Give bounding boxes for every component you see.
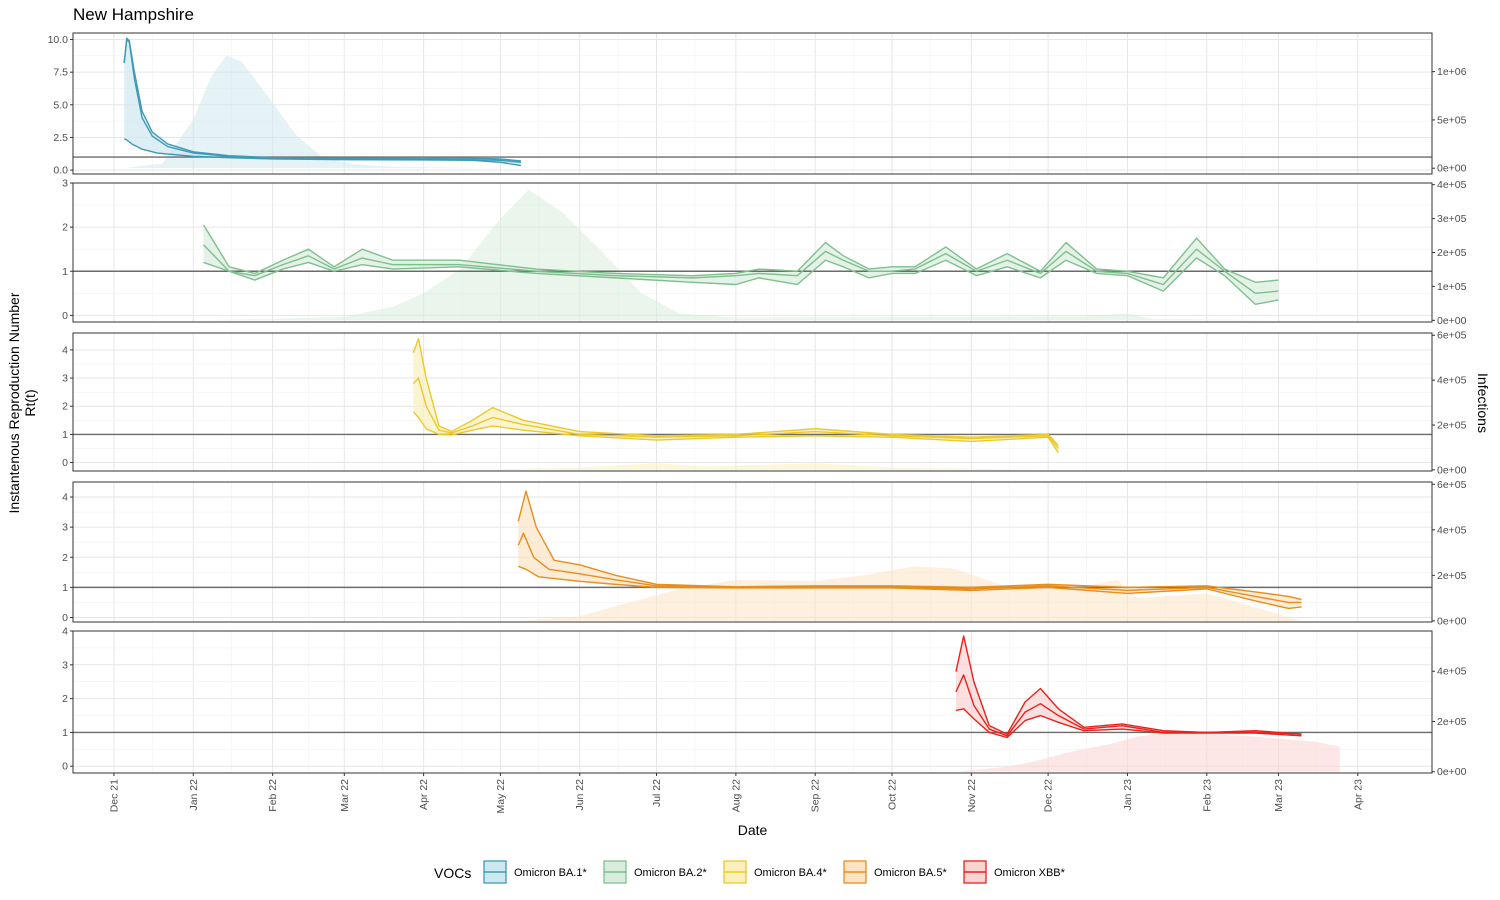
legend-title: VOCs xyxy=(434,865,471,881)
y2-tick-label: 2e+05 xyxy=(1437,420,1467,432)
infections-area-3 xyxy=(413,463,1059,470)
y-tick-label: 0.0 xyxy=(53,165,68,177)
y-tick-label: 2.5 xyxy=(53,132,68,144)
infections-area-2 xyxy=(203,189,1279,321)
y2-tick-label: 0e+00 xyxy=(1437,163,1467,175)
y-tick-label: 3 xyxy=(62,522,68,534)
x-tick-label: Apr 22 xyxy=(418,779,430,810)
y2-tick-label: 0e+00 xyxy=(1437,464,1467,476)
infections-area-1 xyxy=(124,55,521,169)
x-tick-label: Dec 21 xyxy=(108,779,120,812)
y2-tick-label: 0e+00 xyxy=(1437,766,1467,778)
y2-axis-title: Infections xyxy=(1475,373,1491,433)
rt-lower-line-5 xyxy=(955,708,1302,739)
x-tick-label: Oct 22 xyxy=(886,779,898,810)
x-tick-label: Feb 22 xyxy=(267,779,279,812)
legend-label: Omicron BA.1* xyxy=(514,867,587,879)
y2-tick-label: 1e+05 xyxy=(1437,281,1467,293)
rt-median-line-2 xyxy=(203,244,1279,295)
infections-area-4 xyxy=(518,566,1302,621)
x-tick-label: Mar 22 xyxy=(339,779,351,812)
x-tick-label: Jan 23 xyxy=(1122,779,1134,811)
legend-label: Omicron XBB* xyxy=(994,867,1066,879)
y2-tick-label: 4e+05 xyxy=(1437,179,1467,191)
y-tick-label: 4 xyxy=(62,344,68,356)
y-tick-label: 7.5 xyxy=(53,67,68,79)
y-tick-label: 1 xyxy=(62,727,68,739)
panel-3-background xyxy=(73,333,1432,471)
y2-tick-label: 0e+00 xyxy=(1437,315,1467,327)
y-axis-title-line2: Rt(t) xyxy=(22,389,38,416)
rt-lower-line-2 xyxy=(203,257,1279,306)
chart-title: New Hampshire xyxy=(73,5,194,24)
x-tick-label: Feb 23 xyxy=(1201,779,1213,812)
y2-tick-label: 1e+06 xyxy=(1437,66,1467,78)
y-tick-label: 0 xyxy=(62,612,68,624)
y2-tick-label: 4e+05 xyxy=(1437,666,1467,678)
y2-tick-label: 2e+05 xyxy=(1437,716,1467,728)
y-tick-label: 2 xyxy=(62,222,68,234)
legend-label: Omicron BA.4* xyxy=(754,867,827,879)
panel-3-border xyxy=(72,332,1433,472)
y2-tick-label: 5e+05 xyxy=(1437,114,1467,126)
y-tick-label: 2 xyxy=(62,552,68,564)
y-tick-label: 0 xyxy=(62,310,68,322)
x-tick-label: Dec 22 xyxy=(1043,779,1055,812)
y2-tick-label: 0e+00 xyxy=(1437,615,1467,627)
x-tick-label: Nov 22 xyxy=(966,779,978,812)
y-tick-label: 1 xyxy=(62,266,68,278)
y-tick-label: 0 xyxy=(62,761,68,773)
y-tick-label: 10.0 xyxy=(48,34,69,46)
y-tick-label: 2 xyxy=(62,693,68,705)
x-tick-label: Apr 23 xyxy=(1352,779,1364,810)
rt-upper-line-2 xyxy=(202,224,1279,283)
rt-median-line-1 xyxy=(123,38,521,163)
x-tick-label: Jul 22 xyxy=(651,779,663,807)
panel-5-border xyxy=(72,630,1433,774)
x-tick-label: Mar 23 xyxy=(1273,779,1285,812)
y2-tick-label: 4e+05 xyxy=(1437,375,1467,387)
y-tick-label: 3 xyxy=(62,178,68,190)
rt-median-line-3 xyxy=(412,377,1059,449)
y-tick-label: 2 xyxy=(62,401,68,413)
y-axis-title-line1: Instantenous Reproduction Number xyxy=(6,292,22,513)
y-tick-label: 0 xyxy=(62,457,68,469)
y-tick-label: 5.0 xyxy=(53,99,68,111)
legend-label: Omicron BA.2* xyxy=(634,867,707,879)
x-tick-label: Aug 22 xyxy=(730,779,742,812)
y-tick-label: 4 xyxy=(62,492,68,504)
panel-4-border xyxy=(72,481,1433,623)
y-tick-label: 4 xyxy=(62,626,68,638)
y2-tick-label: 6e+05 xyxy=(1437,479,1467,491)
rt-upper-line-4 xyxy=(517,490,1302,601)
rt-lower-line-1 xyxy=(123,138,521,167)
x-tick-label: Sep 22 xyxy=(810,779,822,812)
y2-tick-label: 4e+05 xyxy=(1437,524,1467,536)
rt-lower-line-4 xyxy=(518,565,1302,610)
y2-tick-label: 6e+05 xyxy=(1437,330,1467,342)
rt-lower-line-3 xyxy=(412,411,1059,454)
y-tick-label: 3 xyxy=(62,373,68,385)
x-tick-label: Jan 22 xyxy=(188,779,200,811)
panel-1-border xyxy=(72,32,1433,175)
legend-label: Omicron BA.5* xyxy=(874,867,947,879)
y-tick-label: 1 xyxy=(62,582,68,594)
infections-area-5 xyxy=(955,731,1340,772)
x-axis-title: Date xyxy=(738,822,768,838)
rt-upper-line-3 xyxy=(412,337,1059,447)
y-tick-label: 1 xyxy=(62,429,68,441)
x-tick-label: May 22 xyxy=(495,779,507,814)
y2-tick-label: 3e+05 xyxy=(1437,213,1467,225)
y2-tick-label: 2e+05 xyxy=(1437,247,1467,259)
y2-tick-label: 2e+05 xyxy=(1437,570,1467,582)
panel-2-background xyxy=(73,183,1432,322)
rt-ribbon-1 xyxy=(124,38,521,166)
rt-ribbon-5 xyxy=(955,636,1302,738)
y-tick-label: 3 xyxy=(62,659,68,671)
x-tick-label: Jun 22 xyxy=(574,779,586,811)
